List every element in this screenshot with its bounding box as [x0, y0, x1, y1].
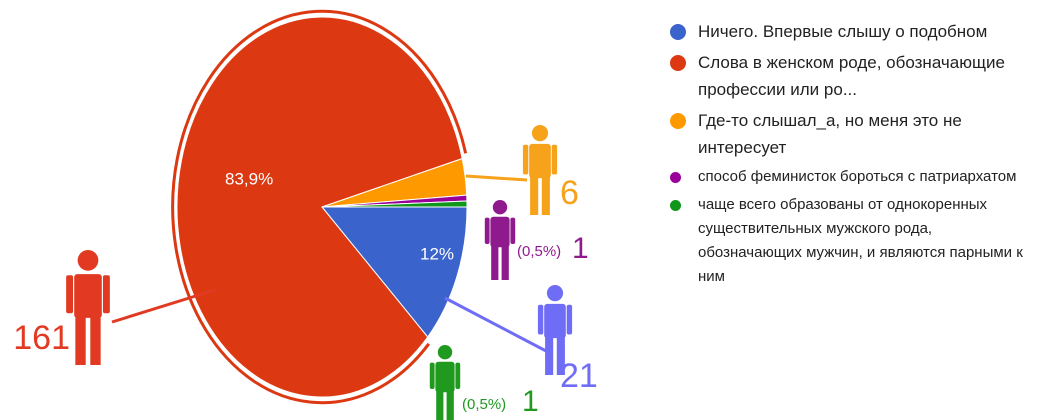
legend: Ничего. Впервые слышу о подобном Слова в …: [668, 18, 1028, 293]
leader-line: [111, 288, 216, 324]
icon-arm: [510, 217, 516, 244]
leader-line: [444, 296, 549, 354]
icon-arm: [522, 144, 529, 175]
icon-body: [490, 216, 510, 248]
pie-slice: [176, 16, 463, 398]
legend-label: Ничего. Впервые слышу о подобном: [698, 22, 988, 41]
legend-swatch: [670, 113, 686, 129]
slice-highlight: [171, 9, 468, 405]
legend-item: чаще всего образованы от однокоренных су…: [668, 193, 1028, 289]
legend-swatch: [670, 172, 681, 183]
legend-item: Ничего. Впервые слышу о подобном: [668, 18, 1028, 45]
data-label: 83,9%: [225, 169, 273, 188]
legend-swatch: [670, 55, 686, 71]
icon-arm: [566, 304, 573, 335]
icon-arm: [429, 362, 435, 389]
icon-leg: [436, 389, 444, 420]
legend-item: способ феминисток бороться с патриархато…: [668, 165, 1028, 189]
icon-leg: [541, 175, 550, 215]
data-label: 12%: [420, 244, 454, 263]
legend-label: чаще всего образованы от однокоренных су…: [698, 196, 1023, 285]
count-label: 1: [572, 232, 589, 265]
count-label: 6: [560, 174, 579, 212]
icon-head: [492, 200, 508, 215]
icon-body: [435, 361, 455, 393]
person-icon: [537, 285, 573, 375]
icon-head: [77, 250, 99, 271]
count-label: 1: [522, 385, 539, 418]
person-icon: [66, 250, 110, 365]
icon-arm: [455, 362, 461, 389]
count-label: 161: [13, 319, 70, 357]
legend-swatch: [670, 200, 681, 211]
legend-label: Где-то слышал_а, но меня это не интересу…: [698, 111, 962, 157]
icon-leg: [90, 314, 101, 365]
icon-leg: [501, 244, 509, 280]
icon-head: [437, 345, 453, 360]
icon-arm: [484, 217, 490, 244]
icon-head: [531, 125, 549, 142]
icon-arm: [537, 304, 544, 335]
icon-body: [544, 303, 566, 339]
legend-label: Слова в женском роде, обозначающие профе…: [698, 53, 1005, 99]
icon-leg: [446, 389, 454, 420]
data-label: (0,5%): [517, 243, 561, 260]
legend-item: Где-то слышал_а, но меня это не интересу…: [668, 107, 1028, 161]
legend-swatch: [670, 24, 686, 40]
count-label: 21: [560, 357, 598, 395]
icon-head: [546, 285, 564, 302]
pie-slice: [321, 200, 468, 208]
icon-arm: [102, 275, 110, 314]
icon-leg: [545, 335, 554, 375]
icon-leg: [75, 314, 86, 365]
person-icon: [429, 345, 461, 420]
icon-body: [74, 274, 102, 318]
leader-line: [465, 174, 528, 182]
pie-slice: [320, 206, 468, 338]
legend-label: способ феминисток бороться с патриархато…: [698, 168, 1017, 185]
icon-leg: [491, 244, 499, 280]
legend-item: Слова в женском роде, обозначающие профе…: [668, 49, 1028, 103]
icon-arm: [66, 275, 74, 314]
icon-leg: [530, 175, 539, 215]
data-label: (0,5%): [462, 396, 506, 413]
icon-body: [529, 143, 551, 179]
person-icon: [522, 125, 558, 215]
icon-leg: [556, 335, 565, 375]
person-icon: [484, 200, 516, 280]
icon-arm: [551, 144, 558, 175]
